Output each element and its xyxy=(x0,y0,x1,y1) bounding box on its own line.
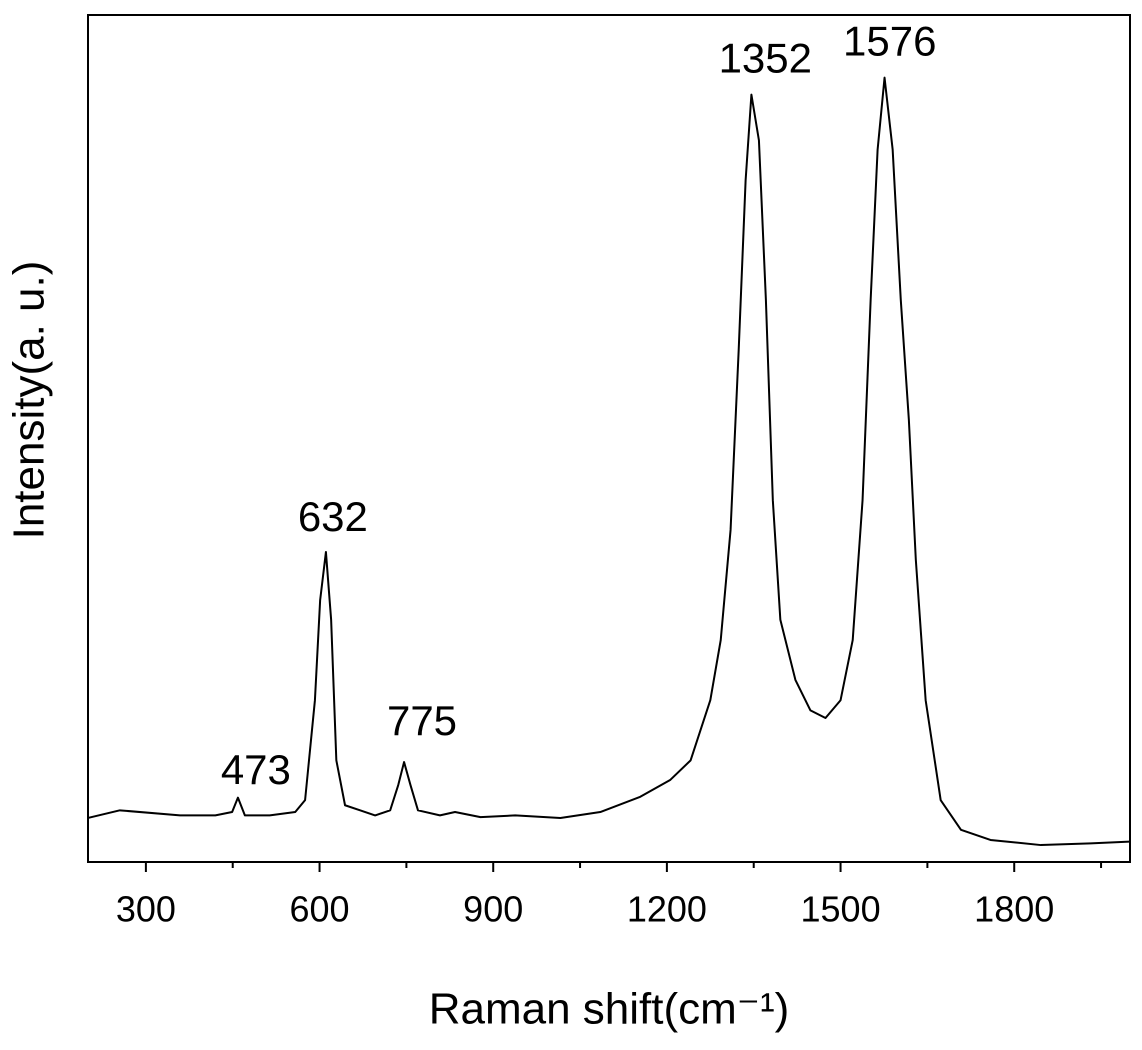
x-tick-label: 600 xyxy=(290,889,350,930)
y-axis-label: Intensity(a. u.) xyxy=(5,261,54,540)
plot-frame xyxy=(87,14,1131,863)
peak-label: 1576 xyxy=(843,18,936,65)
x-tick-label: 900 xyxy=(463,889,523,930)
x-tick-label: 1500 xyxy=(801,889,881,930)
peak-label: 473 xyxy=(221,746,291,793)
spectrum-line xyxy=(87,76,1130,847)
peak-label: 1352 xyxy=(719,35,812,82)
x-tick-label: 1200 xyxy=(627,889,707,930)
x-axis-label: Raman shift(cm⁻¹) xyxy=(429,985,790,1034)
peak-label: 632 xyxy=(298,493,368,540)
x-tick-label: 1800 xyxy=(974,889,1054,930)
peak-label: 775 xyxy=(387,697,457,744)
x-tick-label: 300 xyxy=(116,889,176,930)
